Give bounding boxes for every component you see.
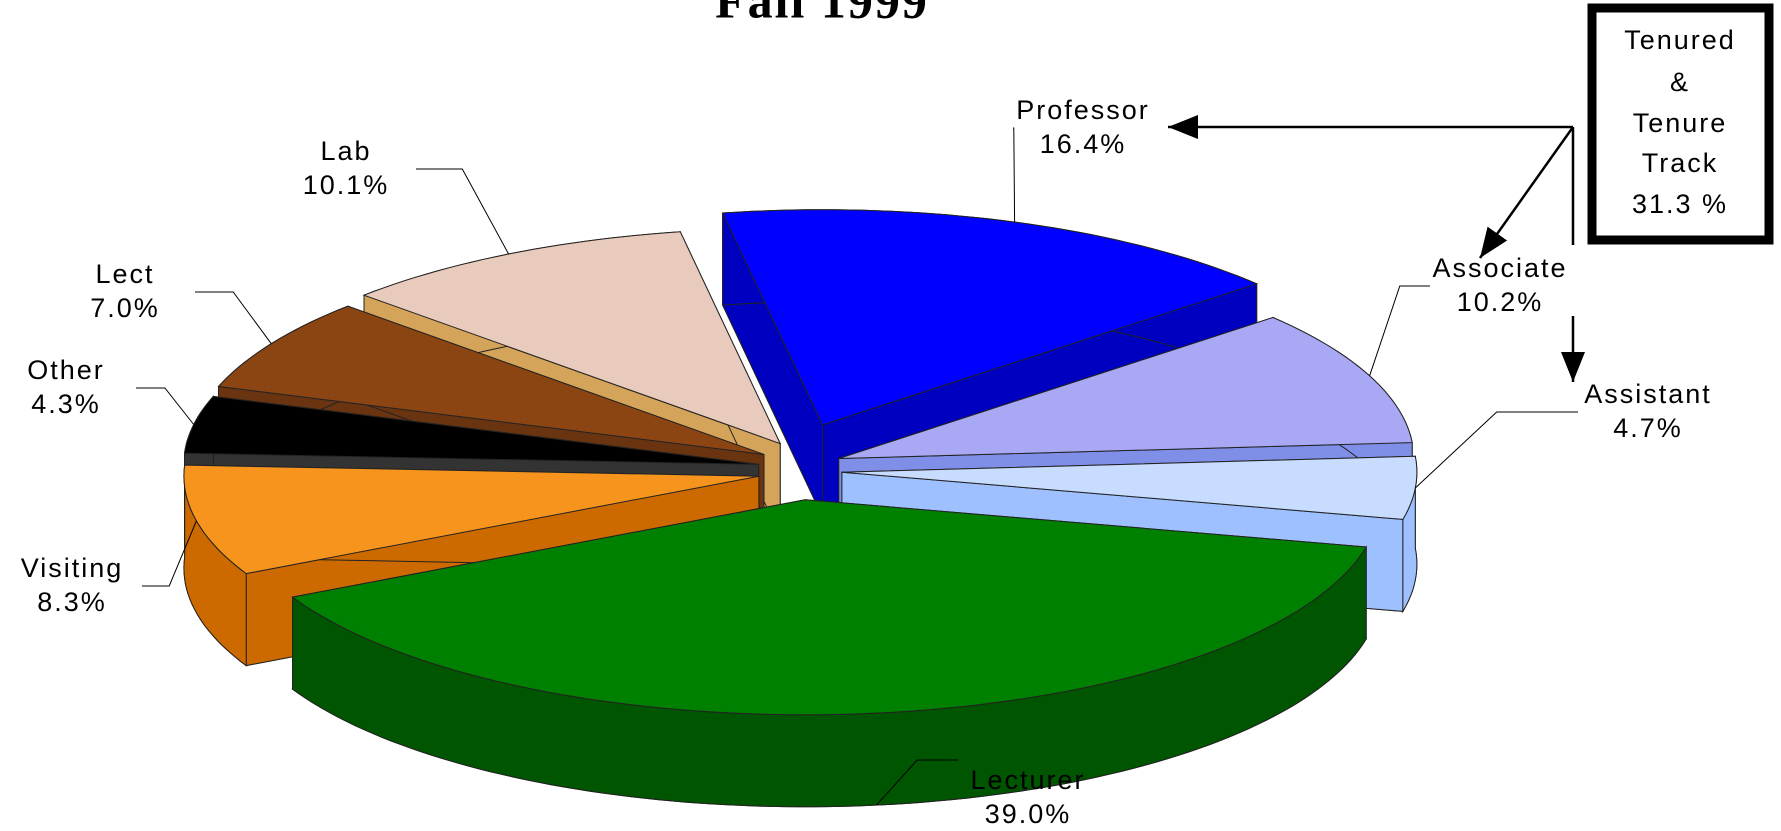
value-label: 16.4% [1040,129,1127,159]
labels: Professor 16.4% Associate 10.2% Assistant 4.7… [21,95,1712,829]
slice-label: Other [27,355,105,385]
slice-top [183,464,759,575]
arrow [1478,126,1575,259]
value-label: 7.0% [90,293,160,323]
leader-line [876,759,958,806]
slice-label: Lecturer [970,765,1085,795]
leader-line [136,387,195,425]
slice-label: Assistant [1584,379,1712,409]
annotation-text: Tenure [1633,108,1728,138]
value-label: 39.0% [985,799,1072,829]
annotation-text: Tenured [1624,25,1736,55]
slice-label: Professor [1016,95,1150,125]
slice-label: Associate [1432,253,1567,283]
slice-label: Lab [320,136,371,166]
value-label: 4.7% [1613,413,1683,443]
slice-top [291,499,1368,716]
slice-label: Visiting [21,553,124,583]
annotation-text: & [1670,67,1690,97]
value-label: 10.1% [303,170,390,200]
slice [291,499,1368,808]
annotation-box [1587,3,1774,245]
leader-line [1369,285,1430,376]
leader-line [1013,127,1016,223]
leader-line [195,291,272,344]
pie [183,209,1418,808]
arrows [1168,115,1585,382]
leader-line [142,520,197,587]
annotation-text: Track [1642,148,1719,178]
value-label: 10.2% [1457,287,1544,317]
value-label: 4.3% [31,389,101,419]
slice-top [183,395,759,465]
value-label: 8.3% [37,587,107,617]
slice-label: Lect [95,259,154,289]
leader-line [1414,411,1578,489]
chart-title: Fall 1999 [715,0,929,28]
leader-line [416,168,510,255]
annotation-value: 31.3 % [1632,189,1728,219]
